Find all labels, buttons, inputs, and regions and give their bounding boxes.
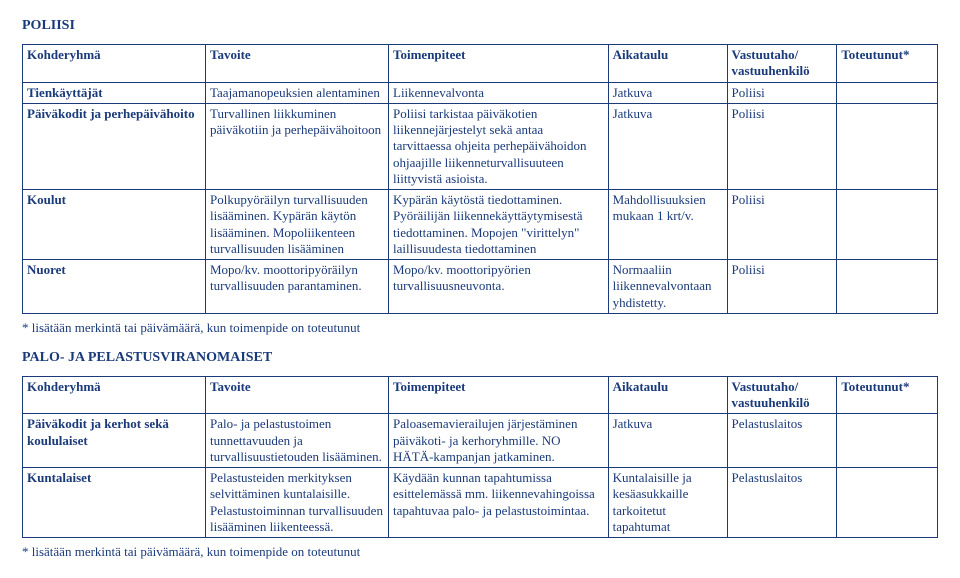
cell-toteutunut bbox=[837, 414, 938, 468]
table-row: Koulut Polkupyöräilyn turvallisuuden lis… bbox=[23, 190, 938, 260]
cell-tavoite: Turvallinen liikkuminen päiväkotiin ja p… bbox=[206, 103, 389, 189]
cell-toteutunut bbox=[837, 82, 938, 103]
cell-vastuutaho: Poliisi bbox=[727, 103, 837, 189]
cell-kohderyhma: Päiväkodit ja kerhot sekä koululaiset bbox=[23, 414, 206, 468]
col-toteutunut: Toteutunut* bbox=[837, 376, 938, 414]
cell-toteutunut bbox=[837, 190, 938, 260]
col-kohderyhma: Kohderyhmä bbox=[23, 376, 206, 414]
cell-aikataulu: Jatkuva bbox=[608, 103, 727, 189]
section2-table: Kohderyhmä Tavoite Toimenpiteet Aikataul… bbox=[22, 376, 938, 538]
cell-aikataulu: Mahdollisuuksien mukaan 1 krt/v. bbox=[608, 190, 727, 260]
col-vastuutaho: Vastuutaho/ vastuuhenkilö bbox=[727, 45, 837, 83]
cell-toteutunut bbox=[837, 260, 938, 314]
cell-toimenpiteet: Liikennevalvonta bbox=[389, 82, 609, 103]
col-tavoite: Tavoite bbox=[206, 45, 389, 83]
table-header-row: Kohderyhmä Tavoite Toimenpiteet Aikataul… bbox=[23, 376, 938, 414]
cell-toimenpiteet: Kypärän käytöstä tiedottaminen. Pyöräili… bbox=[389, 190, 609, 260]
col-aikataulu: Aikataulu bbox=[608, 45, 727, 83]
cell-toimenpiteet: Käydään kunnan tapahtumissa esittelemäss… bbox=[389, 468, 609, 538]
col-tavoite: Tavoite bbox=[206, 376, 389, 414]
cell-vastuutaho: Poliisi bbox=[727, 190, 837, 260]
col-vastuutaho: Vastuutaho/ vastuuhenkilö bbox=[727, 376, 837, 414]
cell-toimenpiteet: Mopo/kv. moottoripyörien turvallisuusneu… bbox=[389, 260, 609, 314]
table-row: Päiväkodit ja perhepäivähoito Turvalline… bbox=[23, 103, 938, 189]
cell-tavoite: Pelastusteiden merkityksen selvittäminen… bbox=[206, 468, 389, 538]
cell-kohderyhma: Päiväkodit ja perhepäivähoito bbox=[23, 103, 206, 189]
cell-tavoite: Taajamanopeuksien alentaminen bbox=[206, 82, 389, 103]
cell-kohderyhma: Tienkäyttäjät bbox=[23, 82, 206, 103]
col-kohderyhma: Kohderyhmä bbox=[23, 45, 206, 83]
cell-vastuutaho: Pelastuslaitos bbox=[727, 468, 837, 538]
cell-aikataulu: Kuntalaisille ja kesäasukkaille tarkoite… bbox=[608, 468, 727, 538]
cell-toteutunut bbox=[837, 103, 938, 189]
cell-tavoite: Palo- ja pelastustoimen tunnettavuuden j… bbox=[206, 414, 389, 468]
section1-footnote: * lisätään merkintä tai päivämäärä, kun … bbox=[22, 320, 938, 336]
table-row: Kuntalaiset Pelastusteiden merkityksen s… bbox=[23, 468, 938, 538]
cell-aikataulu: Normaaliin liikennevalvontaan yhdistetty… bbox=[608, 260, 727, 314]
table-header-row: Kohderyhmä Tavoite Toimenpiteet Aikataul… bbox=[23, 45, 938, 83]
cell-toimenpiteet: Poliisi tarkistaa päiväkotien liikennejä… bbox=[389, 103, 609, 189]
cell-vastuutaho: Poliisi bbox=[727, 260, 837, 314]
cell-toimenpiteet: Paloasemavierailujen järjestäminen päivä… bbox=[389, 414, 609, 468]
cell-tavoite: Polkupyöräilyn turvallisuuden lisääminen… bbox=[206, 190, 389, 260]
cell-aikataulu: Jatkuva bbox=[608, 82, 727, 103]
cell-kohderyhma: Kuntalaiset bbox=[23, 468, 206, 538]
cell-tavoite: Mopo/kv. moottoripyöräilyn turvallisuude… bbox=[206, 260, 389, 314]
section1-table: Kohderyhmä Tavoite Toimenpiteet Aikataul… bbox=[22, 44, 938, 314]
table-row: Tienkäyttäjät Taajamanopeuksien alentami… bbox=[23, 82, 938, 103]
table-row: Päiväkodit ja kerhot sekä koululaiset Pa… bbox=[23, 414, 938, 468]
cell-aikataulu: Jatkuva bbox=[608, 414, 727, 468]
cell-vastuutaho: Pelastuslaitos bbox=[727, 414, 837, 468]
table-row: Nuoret Mopo/kv. moottoripyöräilyn turval… bbox=[23, 260, 938, 314]
cell-toteutunut bbox=[837, 468, 938, 538]
cell-kohderyhma: Nuoret bbox=[23, 260, 206, 314]
col-toteutunut: Toteutunut* bbox=[837, 45, 938, 83]
col-toimenpiteet: Toimenpiteet bbox=[389, 45, 609, 83]
cell-vastuutaho: Poliisi bbox=[727, 82, 837, 103]
section1-title: POLIISI bbox=[22, 18, 938, 34]
section2-footnote: * lisätään merkintä tai päivämäärä, kun … bbox=[22, 544, 938, 560]
col-toimenpiteet: Toimenpiteet bbox=[389, 376, 609, 414]
cell-kohderyhma: Koulut bbox=[23, 190, 206, 260]
col-aikataulu: Aikataulu bbox=[608, 376, 727, 414]
section2-title: PALO- JA PELASTUSVIRANOMAISET bbox=[22, 350, 938, 366]
